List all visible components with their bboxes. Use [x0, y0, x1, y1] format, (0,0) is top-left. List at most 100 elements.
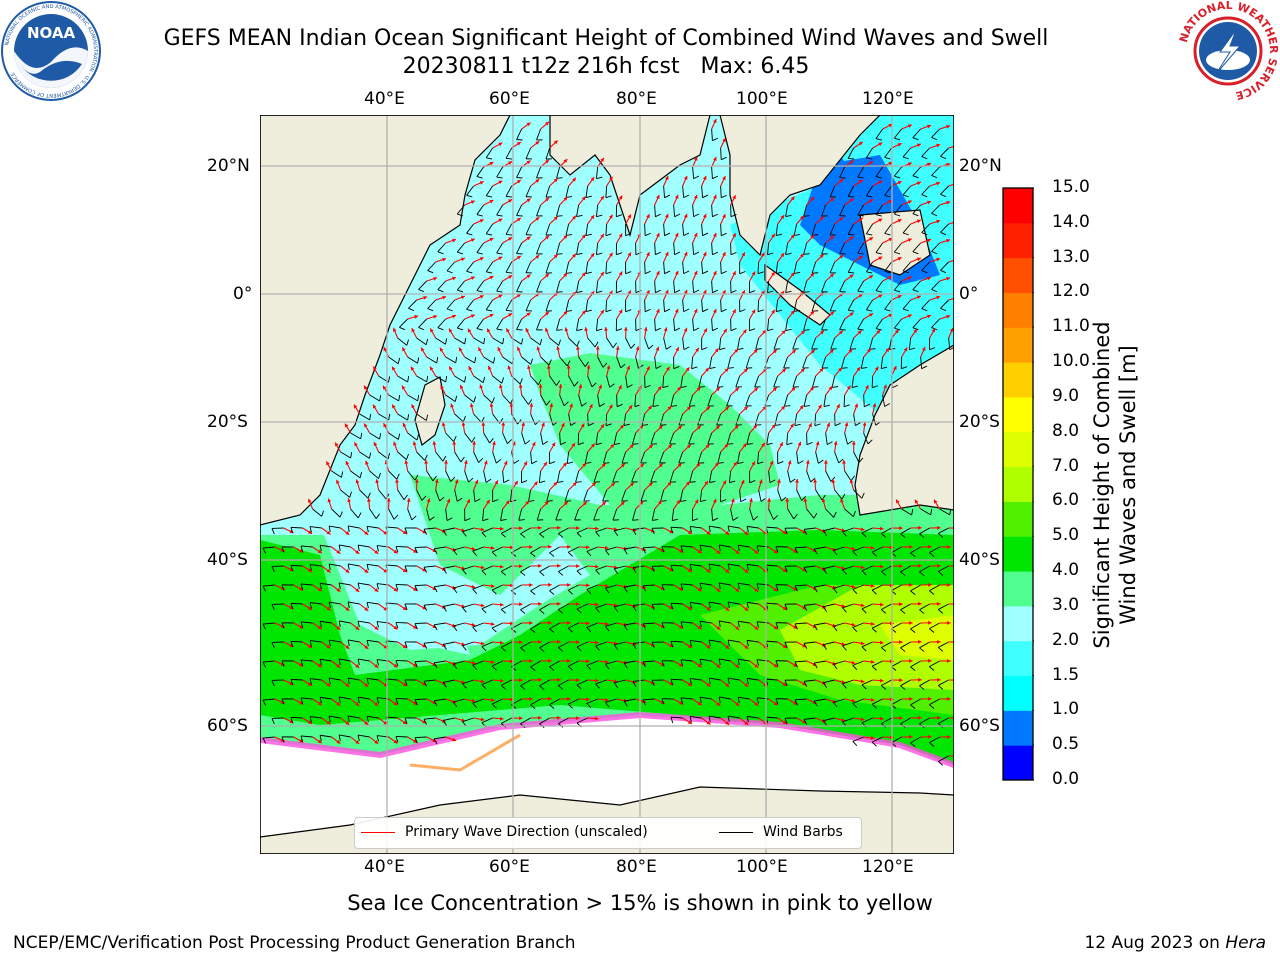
wind-barb	[385, 602, 398, 605]
colorbar-tick-label: 5.0	[1052, 525, 1080, 546]
wind-barb-flag	[680, 385, 687, 388]
wind-barb	[549, 375, 557, 386]
wave-arrow-head	[601, 501, 606, 506]
wind-barb	[860, 356, 865, 369]
wave-arrow-head	[600, 233, 604, 238]
wind-barb	[567, 660, 579, 667]
wave-arrow-head	[538, 525, 542, 530]
wave-arrow-head	[610, 482, 615, 487]
wind-barb-flag	[866, 157, 873, 160]
wind-barb-flag	[376, 583, 379, 590]
wind-barb-flag	[708, 677, 711, 684]
wind-barb-flag	[717, 462, 724, 464]
wave-arrow-head	[754, 550, 759, 554]
wind-barb	[726, 432, 732, 445]
wind-barb	[525, 147, 532, 159]
wave-arrow-head	[618, 233, 623, 238]
wind-barb-flag	[730, 327, 737, 332]
wind-barb	[700, 696, 712, 700]
wind-barb-flag	[338, 658, 341, 665]
wind-barb	[746, 563, 759, 567]
wind-barb-flag	[760, 497, 767, 502]
wave-arrow-head	[499, 602, 504, 607]
wave-arrow-head	[856, 367, 861, 372]
wave-arrow-head	[506, 328, 510, 333]
wind-barb	[423, 527, 436, 530]
wind-barb	[716, 413, 722, 426]
wind-barb	[585, 223, 589, 236]
wind-barb	[891, 622, 902, 630]
wind-barb	[369, 470, 379, 479]
wind-barb-flag	[910, 742, 916, 747]
wind-barb-flag	[501, 377, 504, 384]
wave-arrow-head	[683, 175, 688, 180]
wind-barb-flag	[674, 213, 681, 218]
wind-barb-flag	[861, 646, 867, 652]
wave-arrow-head	[870, 659, 875, 664]
wind-barb-flag	[511, 628, 517, 633]
wind-barb	[350, 508, 359, 519]
wave-arrow-head	[479, 295, 484, 299]
wind-barb-flag	[357, 735, 360, 742]
wind-barb	[520, 565, 531, 573]
wave-arrow-head	[878, 180, 883, 185]
wind-barb	[660, 489, 665, 502]
wave-arrow-head	[849, 160, 854, 165]
wave-arrow-head	[499, 564, 504, 569]
wave-arrow-head	[732, 195, 736, 200]
wave-arrow-head	[851, 660, 856, 665]
wave-arrow-head	[899, 564, 903, 569]
wind-barb	[491, 584, 503, 591]
wave-arrow-head	[402, 530, 407, 535]
wave-arrow-head	[627, 252, 631, 257]
wind-barb	[595, 603, 607, 609]
wind-barb	[680, 545, 693, 548]
wind-barb-flag	[857, 290, 864, 293]
wave-arrow-head	[918, 601, 922, 606]
wind-barb	[540, 356, 550, 366]
wind-barb	[765, 640, 778, 643]
wind-barb	[536, 280, 542, 293]
wind-barb	[938, 603, 949, 610]
wind-barb	[418, 280, 427, 290]
wind-barb-flag	[666, 345, 672, 350]
wind-barb-flag	[884, 232, 891, 236]
wave-arrow-head	[527, 365, 531, 370]
wind-barb-flag	[486, 309, 493, 312]
wind-barb-flag	[838, 458, 844, 464]
wind-barb-flag	[730, 213, 737, 218]
wave-arrow-head	[326, 606, 331, 611]
wind-barb-flag	[599, 403, 605, 407]
wind-barb	[919, 565, 930, 573]
wave-arrow-head	[936, 181, 941, 186]
wind-barb	[833, 584, 845, 589]
wind-barb-flag	[937, 571, 944, 576]
wave-arrow-head	[567, 621, 571, 625]
wind-barb	[319, 544, 332, 548]
wind-barb-flag	[756, 621, 759, 628]
wave-arrow-head	[627, 214, 631, 219]
wind-barb-flag	[740, 498, 747, 503]
wind-barb-flag	[929, 742, 935, 747]
wind-barb	[587, 337, 596, 348]
wind-barb	[625, 375, 628, 388]
wind-barb	[565, 185, 570, 198]
wind-barb	[796, 489, 803, 501]
wind-barb-flag	[576, 646, 582, 652]
wave-arrow-head	[414, 479, 419, 483]
wind-barb-flag	[718, 658, 721, 665]
wind-barb	[605, 223, 608, 236]
wave-arrow-head	[383, 423, 387, 428]
wind-barb-flag	[575, 481, 582, 483]
wind-barb-flag	[520, 647, 526, 652]
wave-arrow-head	[781, 405, 785, 410]
wind-barb	[711, 318, 713, 331]
wave-arrow-head	[918, 639, 922, 644]
wind-barb-flag	[746, 526, 749, 533]
wind-barb-flag	[661, 660, 665, 667]
wind-barb-flag	[281, 660, 285, 667]
wind-barb	[720, 261, 722, 274]
wind-barb	[940, 261, 949, 271]
wind-barb-flag	[940, 231, 947, 236]
wind-barb	[709, 525, 721, 529]
